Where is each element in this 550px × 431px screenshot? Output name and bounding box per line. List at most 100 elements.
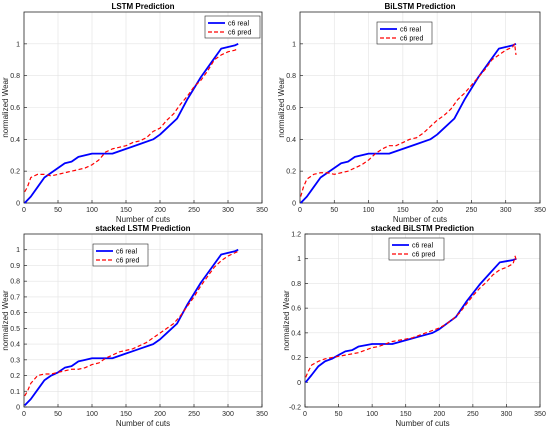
y-tick-label: 0.8 bbox=[286, 73, 296, 80]
x-tick-label: 100 bbox=[366, 411, 378, 418]
x-tick-label: 0 bbox=[298, 207, 302, 214]
y-axis-label: normalized Wear bbox=[282, 290, 291, 351]
y-tick-label: 0.8 bbox=[10, 279, 20, 286]
legend-box bbox=[388, 237, 445, 261]
y-axis-label: normalized Wear bbox=[1, 290, 10, 351]
x-tick-label: 150 bbox=[120, 411, 132, 418]
x-tick-label: 50 bbox=[330, 207, 338, 214]
legend-label: c6 real bbox=[400, 27, 421, 34]
y-tick-label: 0.4 bbox=[286, 137, 296, 144]
x-tick-label: 150 bbox=[397, 207, 409, 214]
y-tick-label: 1.2 bbox=[291, 232, 301, 239]
chart-title: BiLSTM Prediction bbox=[384, 2, 455, 11]
y-tick-label: 0.7 bbox=[10, 294, 20, 301]
y-tick-label: 0.5 bbox=[10, 326, 20, 333]
x-tick-label: 50 bbox=[335, 411, 343, 418]
x-tick-label: 0 bbox=[22, 207, 26, 214]
y-tick-label: 0.4 bbox=[10, 137, 20, 144]
panel-bilstm: 0 50 100 150 200 250 300 350 0 0.2 0.4 0.6 0.8 1 BiLST… bbox=[277, 2, 546, 224]
legend: c6 real c6 pred bbox=[92, 243, 149, 267]
y-tick-label: 0.3 bbox=[10, 357, 20, 364]
x-tick-label: 200 bbox=[431, 207, 443, 214]
y-tick-label: 1 bbox=[16, 41, 20, 48]
y-tick-label: 0.6 bbox=[291, 306, 301, 313]
panel-stacked-bilstm: 0 50 100 150 200 250 300 350-0.200.20.40.60.811… bbox=[282, 224, 546, 428]
y-tick-label: 0.4 bbox=[10, 342, 20, 349]
x-tick-label: 0 bbox=[22, 411, 26, 418]
legend-label: c6 real bbox=[412, 243, 433, 250]
y-tick-label: 1 bbox=[292, 41, 296, 48]
legend-label: c6 pred bbox=[412, 252, 435, 259]
series-line-pred bbox=[24, 250, 239, 397]
x-tick-label: 150 bbox=[400, 411, 412, 418]
legend: c6 real c6 pred bbox=[376, 21, 433, 45]
series-line-real bbox=[24, 43, 239, 204]
y-tick-label: 0 bbox=[297, 380, 301, 387]
series-line-pred bbox=[305, 255, 518, 378]
x-axis-label: Number of cuts bbox=[395, 419, 449, 428]
x-tick-label: 350 bbox=[534, 207, 546, 214]
y-tick-label: 0.9 bbox=[10, 263, 20, 270]
x-tick-label: 350 bbox=[256, 411, 268, 418]
y-tick-label: 0.8 bbox=[10, 73, 20, 80]
series-line-real bbox=[24, 248, 239, 407]
legend-label: c6 pred bbox=[116, 258, 139, 265]
y-tick-label: 1 bbox=[16, 247, 20, 254]
panel-lstm: 0 50 100 150 200 250 300 350 0 0.2 0.4 0.6 0.8 1 LSTM … bbox=[1, 2, 268, 224]
x-tick-label: 300 bbox=[222, 207, 234, 214]
axes-box bbox=[304, 233, 541, 408]
y-tick-label: 0 bbox=[16, 405, 20, 412]
x-tick-label: 350 bbox=[534, 411, 546, 418]
x-tick-label: 100 bbox=[363, 207, 375, 214]
legend: c6 real c6 pred bbox=[204, 15, 261, 39]
y-tick-label: 0.4 bbox=[291, 330, 301, 337]
legend-box bbox=[92, 243, 149, 267]
x-axis-label: Number of cuts bbox=[116, 215, 170, 224]
x-tick-label: 250 bbox=[466, 207, 478, 214]
y-tick-label: 0.1 bbox=[10, 389, 20, 396]
legend-label: c6 real bbox=[116, 249, 137, 256]
series-line-pred bbox=[24, 48, 239, 193]
y-tick-label: 0 bbox=[16, 201, 20, 208]
series-line-pred bbox=[300, 43, 517, 197]
y-tick-label: 0.2 bbox=[10, 169, 20, 176]
y-axis-label: normalized Wear bbox=[277, 77, 286, 138]
panel-stacked-lstm: 0 50 100 150 200 250 300 350 0 0.1 0.2 0.3 0.4 0.5 0.6… bbox=[1, 224, 268, 428]
x-tick-label: 200 bbox=[433, 411, 445, 418]
legend-label: c6 real bbox=[228, 21, 249, 28]
x-tick-label: 300 bbox=[222, 411, 234, 418]
x-tick-label: 100 bbox=[86, 207, 98, 214]
y-tick-label: 0.6 bbox=[10, 105, 20, 112]
series-line-real bbox=[300, 43, 517, 204]
chart-title: stacked LSTM Prediction bbox=[95, 224, 190, 233]
x-tick-label: 250 bbox=[467, 411, 479, 418]
legend: c6 real c6 pred bbox=[388, 237, 445, 261]
x-tick-label: 0 bbox=[303, 411, 307, 418]
legend-box bbox=[204, 15, 261, 39]
x-tick-label: 200 bbox=[154, 411, 166, 418]
legend-box bbox=[376, 21, 433, 45]
chart-title: stacked BiLSTM Prediction bbox=[371, 224, 474, 233]
y-tick-label: 0.2 bbox=[286, 169, 296, 176]
y-tick-label: 0.6 bbox=[286, 105, 296, 112]
series-line-real bbox=[304, 257, 517, 383]
x-tick-label: 300 bbox=[500, 207, 512, 214]
x-axis-label: Number of cuts bbox=[116, 419, 170, 428]
y-tick-label: 1 bbox=[297, 256, 301, 263]
x-tick-label: 250 bbox=[188, 411, 200, 418]
y-tick-label: 0.2 bbox=[10, 373, 20, 380]
x-tick-label: 350 bbox=[256, 207, 268, 214]
chart-title: LSTM Prediction bbox=[111, 2, 174, 11]
y-tick-label: 0 bbox=[292, 201, 296, 208]
legend-label: c6 pred bbox=[228, 30, 251, 37]
x-tick-label: 300 bbox=[501, 411, 513, 418]
y-tick-label: 0.6 bbox=[10, 310, 20, 317]
x-tick-label: 100 bbox=[86, 411, 98, 418]
axes-box bbox=[23, 233, 263, 408]
y-axis-label: normalized Wear bbox=[1, 77, 10, 138]
y-tick-label: -0.2 bbox=[289, 405, 301, 412]
y-tick-label: 0.2 bbox=[291, 355, 301, 362]
x-axis-label: Number of cuts bbox=[393, 215, 447, 224]
legend-label: c6 pred bbox=[400, 36, 423, 43]
